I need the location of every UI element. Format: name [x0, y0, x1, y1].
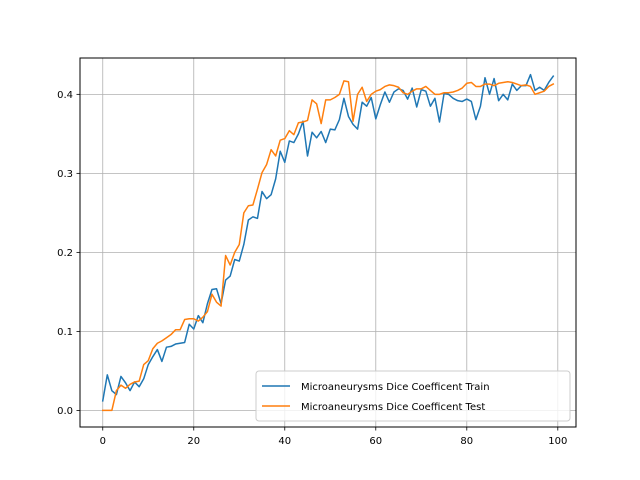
x-tick-label: 0	[100, 436, 106, 447]
legend-box	[255, 370, 571, 422]
legend: Microaneurysms Dice Coefficent Train Micr…	[255, 370, 571, 422]
x-tick-label: 60	[369, 436, 382, 447]
plot-frame	[79, 57, 577, 428]
series-line-test	[102, 80, 555, 412]
y-tick-label: 0.3	[57, 169, 73, 180]
axes: 0 20 40 60 80 100 0.0 0.1 0.2 0.3 0.4	[57, 90, 567, 447]
x-tick-label: 100	[548, 436, 567, 447]
x-tick-label: 20	[187, 436, 200, 447]
y-tick-label: 0.1	[57, 327, 73, 338]
grid	[80, 58, 576, 427]
legend-label: Microaneurysms Dice Coefficent Train	[301, 382, 490, 393]
y-tick-label: 0.0	[57, 406, 73, 417]
legend-label: Microaneurysms Dice Coefficent Test	[301, 402, 485, 413]
y-tick-label: 0.2	[57, 248, 73, 259]
series-line-train	[101, 73, 555, 402]
x-tick-label: 40	[278, 436, 291, 447]
series-group	[101, 73, 555, 412]
x-tick-label: 80	[460, 436, 473, 447]
y-tick-label: 0.4	[57, 90, 73, 101]
